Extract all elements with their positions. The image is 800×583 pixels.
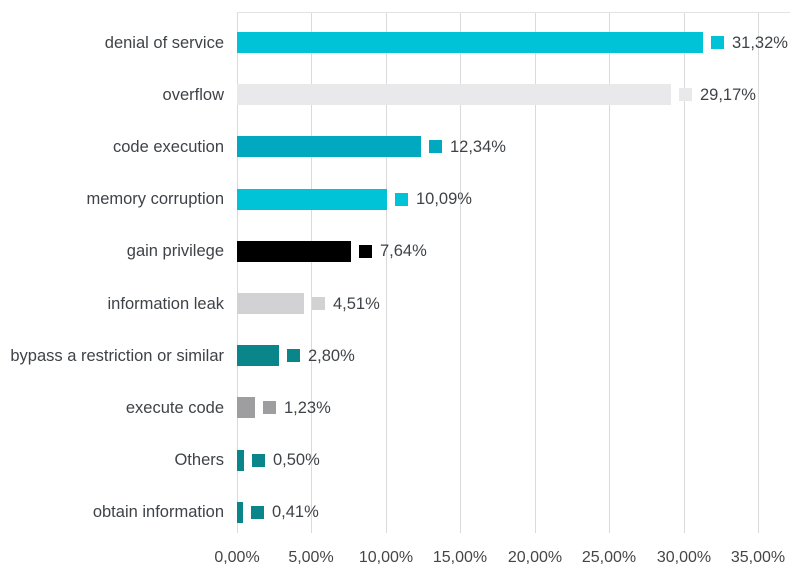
value-label: 1,23%: [284, 399, 331, 417]
category-label: execute code: [125, 399, 224, 417]
x-axis-tick-label: 25,00%: [581, 549, 637, 566]
x-axis-tick-label: 20,00%: [507, 549, 563, 566]
value-marker-icon: [252, 454, 265, 467]
x-axis-tick-label: 35,00%: [730, 549, 786, 566]
category-label: obtain information: [92, 503, 224, 521]
value-label: 0,50%: [273, 451, 320, 469]
value-marker-icon: [429, 140, 442, 153]
x-gridline: [683, 12, 685, 533]
value-marker-icon: [251, 506, 264, 519]
value-marker-icon: [711, 36, 724, 49]
value-label: 31,32%: [732, 34, 788, 52]
plot-top-border: [237, 12, 790, 13]
bar: [237, 450, 244, 471]
x-gridline: [311, 12, 313, 533]
x-gridline: [385, 12, 387, 533]
bar: [237, 502, 243, 523]
x-axis-tick-label: 0,00%: [214, 549, 260, 566]
category-label: code execution: [113, 138, 224, 156]
x-axis-tick-label: 10,00%: [358, 549, 414, 566]
value-marker-icon: [395, 193, 408, 206]
value-label: 29,17%: [700, 86, 756, 104]
x-gridline: [758, 12, 759, 533]
value-label: 7,64%: [380, 242, 427, 260]
value-label: 0,41%: [272, 503, 319, 521]
value-label: 10,09%: [416, 190, 472, 208]
category-label: memory corruption: [86, 190, 224, 208]
value-label: 12,34%: [450, 138, 506, 156]
bar: [237, 397, 255, 418]
category-label: denial of service: [104, 34, 224, 52]
x-axis-tick-label: 15,00%: [432, 549, 488, 566]
bar: [237, 136, 421, 157]
bar: [237, 32, 703, 53]
category-label: overflow: [162, 86, 224, 104]
x-gridline: [237, 12, 238, 533]
x-axis-tick-label: 30,00%: [656, 549, 712, 566]
bar: [237, 345, 279, 366]
value-marker-icon: [359, 245, 372, 258]
bar: [237, 84, 671, 105]
x-gridline: [534, 12, 536, 533]
bar: [237, 241, 351, 262]
category-label: information leak: [107, 295, 224, 313]
x-gridline: [460, 12, 462, 533]
value-marker-icon: [287, 349, 300, 362]
value-marker-icon: [263, 401, 276, 414]
value-marker-icon: [679, 88, 692, 101]
x-axis-tick-label: 5,00%: [288, 549, 334, 566]
category-label: bypass a restriction or similar: [10, 347, 224, 365]
x-gridline: [609, 12, 611, 533]
value-label: 4,51%: [333, 295, 380, 313]
bar: [237, 293, 304, 314]
category-label: Others: [174, 451, 224, 469]
bar: [237, 189, 387, 210]
value-marker-icon: [312, 297, 325, 310]
value-label: 2,80%: [308, 347, 355, 365]
category-label: gain privilege: [126, 242, 224, 260]
